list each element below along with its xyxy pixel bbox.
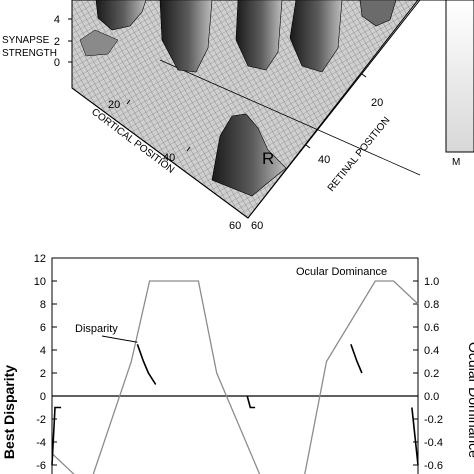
left-tick-label: 4	[40, 345, 46, 357]
left-axis-label: Best Disparity	[1, 365, 17, 459]
right-tick-label: -0.4	[424, 437, 443, 449]
right-axis-ticks: 1.0 0.8 0.6 0.4 0.2 0.0 -0.2 -0.4 -0.6	[413, 276, 443, 472]
retinal-tick-40	[305, 144, 311, 149]
right-tick-label: 0.0	[424, 391, 439, 403]
colorbar-label-m: M	[452, 157, 460, 168]
disparity-leader-line	[101, 335, 138, 343]
disparity-segment	[136, 344, 157, 385]
z-axis-label-line2: STRENGTH	[2, 48, 57, 59]
left-tick-label: -6	[36, 460, 46, 472]
peak-4	[289, 0, 343, 73]
left-tick-label: 10	[34, 276, 46, 288]
ocular-dominance-series-label: Ocular Dominance	[296, 266, 387, 278]
disparity-segment	[51, 406, 62, 466]
left-tick-label: 8	[40, 299, 46, 311]
disparity-series-label: Disparity	[75, 323, 118, 335]
retinal-tick-label-20: 20	[371, 97, 383, 109]
cortical-tick-label-60: 60	[229, 220, 241, 232]
right-tick-label: 0.6	[424, 322, 439, 334]
surface-plot: 4 2 0 SYNAPSE STRENGTH 20 40 60 20 40 60…	[2, 0, 474, 232]
right-tick-label: 0.2	[424, 368, 439, 380]
peak-5	[359, 0, 397, 27]
line-chart: 12 10 8 6 4 2 0 -2 -4 -6 1.0 0.8 0.6 0.4 0.2 0.0 -0.2 -0…	[1, 253, 474, 474]
cortical-tick-label-40: 40	[163, 152, 175, 164]
series-layer	[51, 280, 419, 474]
z-tick-label-4: 4	[54, 14, 60, 26]
plot-frame	[51, 257, 419, 474]
peak-1	[95, 0, 147, 31]
cortical-tick-20	[126, 99, 131, 105]
disparity-segment	[246, 395, 256, 409]
retinal-tick-20	[361, 73, 367, 78]
peak-2	[159, 0, 213, 73]
right-axis-label: Ocular Dominance	[466, 342, 474, 458]
left-tick-label: -2	[36, 414, 46, 426]
retinal-tick-label-60: 60	[251, 220, 263, 232]
right-tick-label: 0.4	[424, 345, 439, 357]
z-axis-label-line1: SYNAPSE	[2, 35, 50, 46]
peak-3	[235, 0, 283, 71]
cortical-tick-label-20: 20	[108, 99, 120, 111]
ocular-dominance-line	[51, 280, 419, 474]
diagonal-ridge-line	[159, 59, 421, 176]
peak-label-r: R	[262, 149, 274, 168]
retinal-axis	[247, 0, 421, 219]
disparity-segment	[411, 407, 419, 466]
colorbar	[445, 0, 474, 153]
left-tick-label: 0	[40, 391, 46, 403]
left-tick-label: 2	[40, 368, 46, 380]
left-tick-label: 6	[40, 322, 46, 334]
retinal-tick-label-40: 40	[318, 154, 330, 166]
right-tick-label: 0.8	[424, 299, 439, 311]
z-tick-label-0: 0	[54, 57, 60, 69]
peak-r	[211, 113, 287, 197]
disparity-segment	[350, 344, 363, 374]
z-tick-label-2: 2	[54, 36, 60, 48]
left-tick-label: 12	[34, 253, 46, 265]
right-tick-label: -0.6	[424, 460, 443, 472]
right-tick-label: 1.0	[424, 276, 439, 288]
right-tick-label: -0.2	[424, 414, 443, 426]
left-axis-ticks: 12 10 8 6 4 2 0 -2 -4 -6	[34, 253, 57, 472]
cortical-tick-40	[186, 146, 191, 152]
ridge-left	[79, 29, 119, 57]
cortical-axis	[71, 87, 249, 219]
retinal-axis-label: RETINAL POSITION	[326, 115, 393, 194]
left-tick-label: -4	[36, 437, 46, 449]
